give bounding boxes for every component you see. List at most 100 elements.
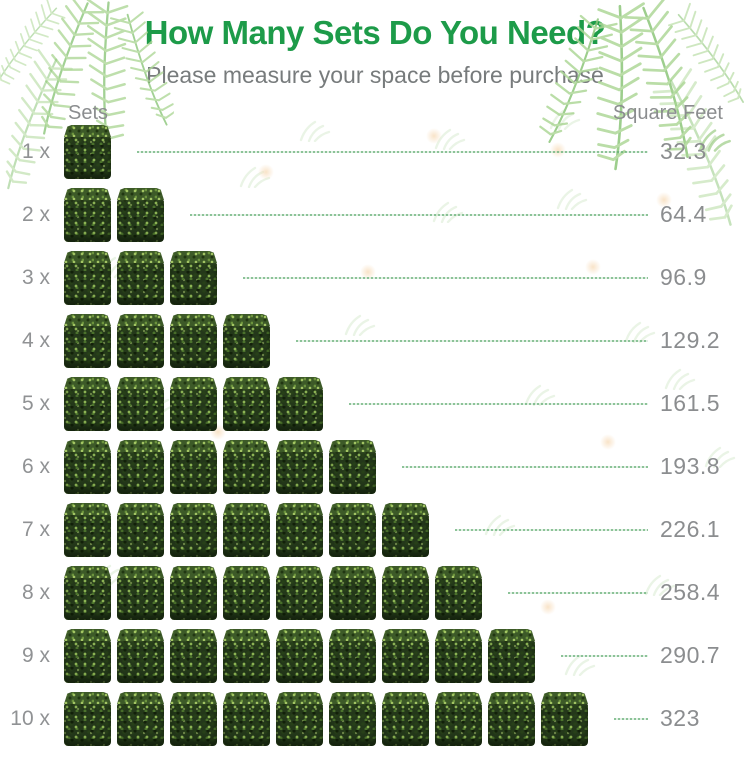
hedge-cube-icon [329, 514, 376, 557]
hedge-cube-group [64, 628, 535, 683]
hedge-cube-icon [435, 640, 482, 683]
hedge-cube-icon [170, 325, 217, 368]
hedge-cube-icon [64, 262, 111, 305]
row-label: 4 x [21, 328, 50, 352]
hedge-cube-icon [382, 514, 429, 557]
hedge-cube-icon [170, 262, 217, 305]
row-label: 10 x [10, 706, 50, 730]
chart-row-2: 2 x 64.4 [0, 183, 750, 246]
hedge-cube-icon [64, 199, 111, 242]
hedge-cube-icon [117, 325, 164, 368]
hedge-cube-icon [117, 199, 164, 242]
square-feet-value: 129.2 [660, 327, 721, 353]
hedge-cube-icon [170, 514, 217, 557]
leader-line [296, 339, 648, 342]
leader-line [190, 213, 648, 216]
row-label: 6 x [21, 454, 50, 478]
square-feet-value: 226.1 [660, 516, 721, 542]
hedge-cube-icon [117, 451, 164, 494]
chart-row-3: 3 x 96.9 [0, 246, 750, 309]
hedge-cube-icon [64, 388, 111, 431]
hedge-cube-group [64, 439, 376, 494]
hedge-cube-icon [329, 640, 376, 683]
row-label: 3 x [21, 265, 50, 289]
square-feet-value: 32.3 [660, 138, 707, 164]
page-title: How Many Sets Do You Need? [144, 14, 606, 51]
hedge-cube-icon [223, 388, 270, 431]
row-label: 1 x [21, 139, 50, 163]
hedge-cube-group [64, 124, 111, 179]
hedge-cube-icon [223, 577, 270, 620]
hedge-cube-icon [329, 703, 376, 746]
leader-line [349, 402, 648, 405]
hedge-cube-group [64, 691, 588, 746]
hedge-cube-icon [276, 640, 323, 683]
hedge-cube-icon [64, 514, 111, 557]
hedge-cube-icon [276, 703, 323, 746]
square-feet-value: 323 [660, 705, 700, 731]
hedge-cube-icon [276, 514, 323, 557]
hedge-cube-icon [64, 640, 111, 683]
hedge-cube-icon [488, 703, 535, 746]
hedge-cube-icon [276, 451, 323, 494]
hedge-cube-icon [223, 640, 270, 683]
leader-line [137, 150, 648, 153]
column-header-square-feet: Square Feet [612, 102, 723, 124]
chart-row-6: 6 x 193.8 [0, 435, 750, 498]
hedge-cube-icon [223, 514, 270, 557]
chart-row-8: 8 x 258.4 [0, 561, 750, 624]
page-subtitle: Please measure your space before purchas… [146, 62, 604, 88]
hedge-cube-icon [435, 577, 482, 620]
hedge-cube-icon [223, 703, 270, 746]
hedge-cube-icon [488, 640, 535, 683]
hedge-cube-icon [64, 703, 111, 746]
hedge-cube-icon [170, 640, 217, 683]
hedge-cube-icon [117, 577, 164, 620]
chart-row-10: 10 x 323 [0, 687, 750, 750]
hedge-cube-icon [541, 703, 588, 746]
leader-line [243, 276, 648, 279]
hedge-cube-icon [276, 577, 323, 620]
hedge-cube-icon [170, 388, 217, 431]
hedge-cube-icon [329, 451, 376, 494]
leader-line [508, 591, 648, 594]
hedge-cube-icon [382, 577, 429, 620]
square-feet-value: 64.4 [660, 201, 707, 227]
hedge-cube-icon [117, 703, 164, 746]
hedge-cube-icon [223, 451, 270, 494]
hedge-cube-icon [170, 451, 217, 494]
column-header-sets: Sets [68, 102, 109, 124]
hedge-cube-group [64, 313, 270, 368]
hedge-cube-icon [276, 388, 323, 431]
hedge-cube-icon [64, 136, 111, 179]
row-label: 9 x [21, 643, 50, 667]
leader-line [614, 717, 648, 720]
hedge-cube-group [64, 376, 323, 431]
leader-line [561, 654, 648, 657]
square-feet-value: 258.4 [660, 579, 721, 605]
hedge-cube-icon [117, 388, 164, 431]
hedge-cube-icon [170, 703, 217, 746]
row-label: 8 x [21, 580, 50, 604]
row-label: 7 x [21, 517, 50, 541]
hedge-cube-icon [382, 640, 429, 683]
square-feet-value: 161.5 [660, 390, 721, 416]
hedge-cube-icon [64, 577, 111, 620]
hedge-cube-group [64, 250, 217, 305]
square-feet-value: 193.8 [660, 453, 721, 479]
chart-row-7: 7 x 226.1 [0, 498, 750, 561]
chart-row-5: 5 x 161.5 [0, 372, 750, 435]
chart-row-1: 1 x 32.3 [0, 120, 750, 183]
chart-row-4: 4 x 129.2 [0, 309, 750, 372]
hedge-cube-icon [382, 703, 429, 746]
hedge-cube-icon [117, 514, 164, 557]
hedge-cube-icon [64, 325, 111, 368]
hedge-cube-icon [329, 577, 376, 620]
hedge-cube-group [64, 565, 482, 620]
leader-line [402, 465, 648, 468]
hedge-cube-icon [223, 325, 270, 368]
hedge-cube-icon [64, 451, 111, 494]
hedge-cube-icon [170, 577, 217, 620]
square-feet-value: 290.7 [660, 642, 721, 668]
hedge-cube-group [64, 187, 164, 242]
